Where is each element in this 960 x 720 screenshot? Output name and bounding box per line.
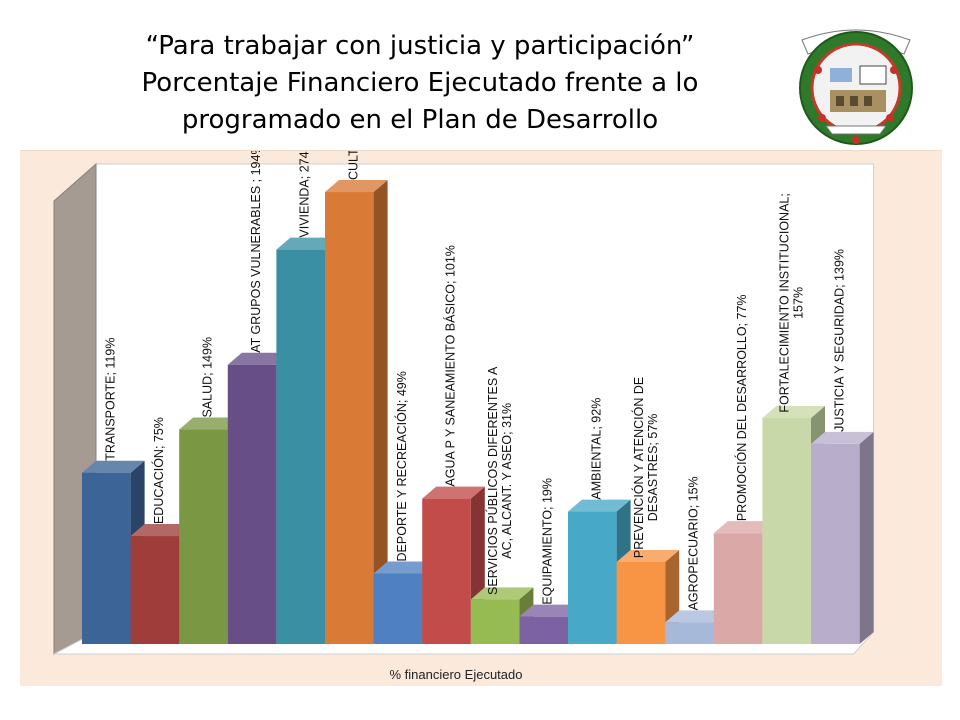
bar-top: [373, 561, 437, 574]
bar-top: [568, 499, 631, 512]
bar-top: [130, 524, 194, 537]
bar-data-label: DEPORTE Y RECREACIÓN; 49%: [394, 371, 409, 561]
bar-front: [665, 622, 714, 644]
title-line-3: programado en el Plan de Desarrollo: [181, 105, 659, 135]
bar-front: [713, 533, 763, 644]
bar-front: [811, 443, 860, 644]
bar-data-label: SERVICIOS PÚBLICOS DIFERENTES AAC, ALCAN…: [485, 366, 514, 595]
bar-chart: TRANSPORTE; 119% EDUCACIÓN; 75% SALUD; 149…: [53, 151, 875, 682]
chart-panel: TRANSPORTE; 119% EDUCACIÓN; 75% SALUD; 149…: [20, 150, 942, 686]
bar-1: [82, 460, 145, 644]
bar-front: [130, 536, 180, 644]
bar-front: [616, 561, 666, 644]
bar-top: [276, 237, 339, 250]
bar-top: [616, 549, 680, 562]
bar-front: [422, 498, 471, 644]
bar-data-label: JUSTICIA Y SEGURIDAD; 139%: [832, 249, 846, 432]
bar-data-label: VIVIENDA; 274%: [298, 151, 312, 238]
bar-data-label: EQUIPAMIENTO; 19%: [541, 478, 555, 605]
bar-data-label: FORTALECIMIENTO INSTITUCIONAL;157%: [778, 193, 806, 412]
slide-title: “Para trabajar con justicia y participac…: [20, 28, 820, 139]
bar-top: [470, 587, 534, 600]
bar-front: [470, 599, 520, 644]
bar-top: [665, 610, 728, 623]
bar-front: [519, 616, 568, 644]
bar-top: [762, 406, 825, 419]
bar-top: [325, 180, 388, 193]
bar-front: [179, 429, 228, 644]
bar-front: [227, 364, 277, 644]
bar-front: [325, 192, 374, 644]
bar-front: [82, 472, 131, 644]
bar-top: [519, 604, 582, 617]
bar-top: [422, 486, 485, 499]
bar-front: [276, 249, 325, 644]
bar-data-label: AMBIENTAL; 92%: [589, 398, 603, 500]
title-line-2: Porcentaje Financiero Ejecutado frente a…: [141, 68, 699, 98]
x-axis-label: % financiero Ejecutado: [390, 667, 523, 682]
bar-top: [713, 521, 777, 534]
bar-side: [373, 180, 388, 644]
bar-front: [762, 418, 811, 644]
title-line-1: “Para trabajar con justicia y participac…: [145, 31, 695, 61]
bar-data-label: PROMOCIÓN DEL DESARROLLO; 77%: [734, 294, 749, 521]
bar-9: [470, 587, 534, 644]
bar-data-label: AGUA P Y SANEAMIENTO BÁSICO; 101%: [443, 245, 458, 487]
bar-data-label: EDUCACIÓN; 75%: [151, 417, 166, 524]
bar-data-label: CULTURA; 314%: [346, 151, 360, 180]
bar-16: [811, 431, 874, 644]
bar-top: [179, 417, 242, 430]
bar-data-label: TRANSPORTE; 119%: [103, 338, 117, 461]
bar-top: [227, 352, 291, 365]
municipal-seal-icon: [799, 29, 913, 145]
bar-top: [82, 460, 145, 473]
bar-data-label: PREVENCIÓN Y ATENCIÓN DEDESASTRES; 57%: [631, 377, 660, 558]
bar-data-label: AGROPECUARIO; 15%: [687, 476, 701, 610]
bar-front: [373, 573, 423, 644]
bar-top: [811, 431, 874, 444]
bar-data-label: SALUD; 149%: [201, 337, 215, 418]
bar-6: [325, 180, 388, 644]
bar-side: [859, 431, 874, 644]
bar-data-label: AT GRUPOS VULNERABLES ; 194%: [249, 151, 263, 353]
bar-front: [568, 511, 617, 644]
